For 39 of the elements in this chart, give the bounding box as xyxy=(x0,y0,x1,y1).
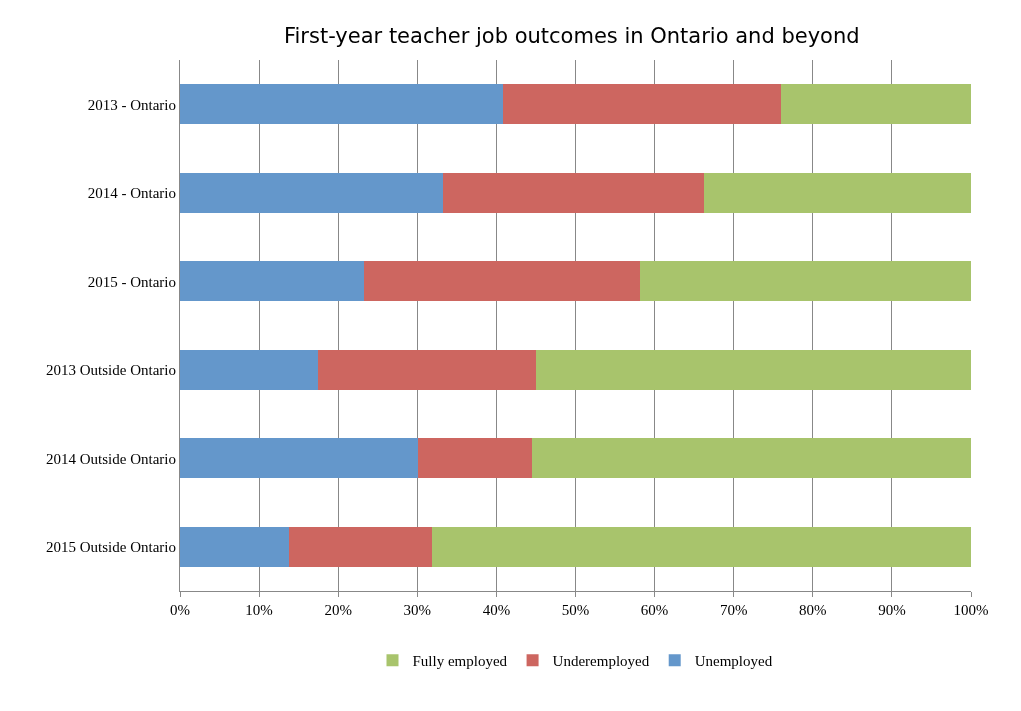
y-tick-label: 2015 - Ontario xyxy=(87,273,176,290)
legend-label: Underemployed xyxy=(552,653,650,670)
x-tick-label: 40% xyxy=(482,602,511,618)
bar xyxy=(180,349,319,390)
y-tick-label: 2014 - Ontario xyxy=(87,185,176,201)
bar xyxy=(443,172,705,213)
x-tick-label: 80% xyxy=(799,602,827,618)
x-tick-label: 70% xyxy=(719,602,748,618)
bar xyxy=(431,526,971,567)
x-tick-label: 50% xyxy=(561,602,590,618)
y-tick-label: 2014 Outside Ontario xyxy=(46,450,176,467)
bar xyxy=(535,349,971,390)
y-tick-label: 2013 - Ontario xyxy=(87,96,176,113)
bar xyxy=(640,261,971,302)
x-tick-label: 30% xyxy=(403,602,432,618)
x-tick-label: 10% xyxy=(245,602,273,618)
bar xyxy=(418,438,532,479)
x-tick-label: 90% xyxy=(878,602,906,618)
bar xyxy=(532,438,971,479)
bar xyxy=(502,84,782,125)
chart-title: First-year teacher job outcomes in Ontario and beyond xyxy=(283,24,860,49)
bar xyxy=(180,172,444,213)
bar xyxy=(781,84,971,125)
x-tick-label: 60% xyxy=(640,602,669,618)
y-tick-label: 2015 Outside Ontario xyxy=(46,539,176,555)
legend-label: Unemployed xyxy=(694,653,773,670)
bar xyxy=(180,261,365,302)
x-tick-label: 0% xyxy=(170,602,190,618)
bar xyxy=(364,261,641,302)
legend-label: Fully employed xyxy=(412,653,508,670)
y-tick-label: 2013 Outside Ontario xyxy=(46,362,176,378)
x-tick-label: 20% xyxy=(324,602,352,618)
bar xyxy=(289,526,432,567)
bar xyxy=(180,438,419,479)
x-tick-label: 100% xyxy=(953,602,989,618)
bar xyxy=(180,84,503,125)
bar xyxy=(318,349,536,390)
bar xyxy=(180,526,290,567)
bar xyxy=(704,172,971,213)
